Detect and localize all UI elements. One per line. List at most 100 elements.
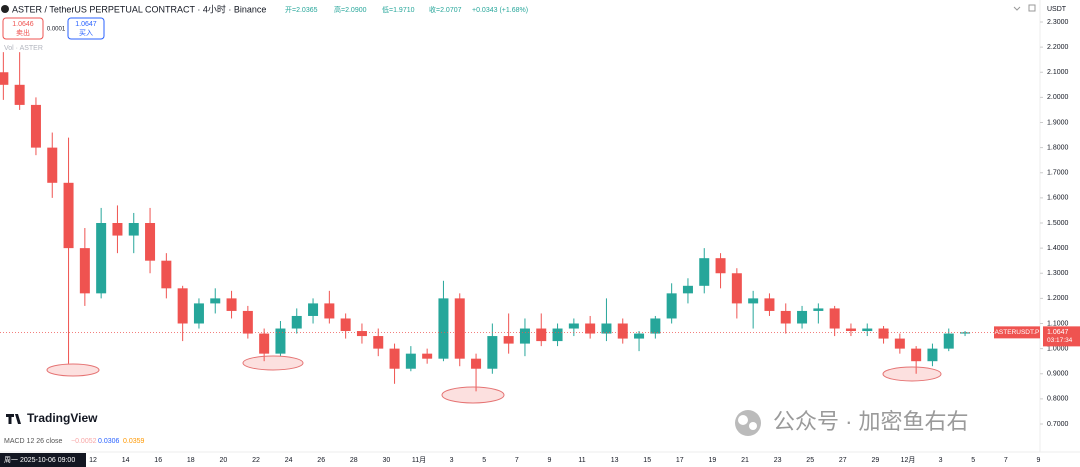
sell-label: 卖出 <box>16 28 30 37</box>
candle-body <box>960 332 971 334</box>
candle-body <box>30 104 41 148</box>
x-tick-label: 5 <box>482 457 486 464</box>
y-tick-label: 0.7000 <box>1047 421 1069 428</box>
logo-icon <box>6 414 21 424</box>
candle-body <box>471 358 482 369</box>
candle-body <box>340 318 351 332</box>
annotation-ellipse <box>441 386 505 404</box>
candle-body <box>536 328 547 342</box>
macd-signal: 0.0359 <box>123 438 145 445</box>
candle-body <box>845 328 856 332</box>
candle-body <box>503 336 514 344</box>
candle-body <box>519 328 530 344</box>
candle-body <box>927 348 938 362</box>
candle-body <box>96 223 107 294</box>
annotation-ellipse <box>46 363 100 377</box>
y-tick-label: 0.9000 <box>1047 371 1069 378</box>
candle-body <box>731 273 742 304</box>
buy-price: 1.0647 <box>75 21 97 28</box>
macd-histogram: −0.0052 <box>71 438 97 445</box>
buy-label: 买入 <box>79 29 93 37</box>
watermark-icon <box>735 410 761 436</box>
y-tick-label: 1.0000 <box>1047 345 1069 352</box>
candle-body <box>112 223 123 236</box>
sell-button[interactable] <box>2 17 44 40</box>
candle-body <box>862 328 873 332</box>
x-tick-label: 16 <box>154 457 162 464</box>
y-tick-label: 2.2000 <box>1047 44 1069 51</box>
symbol-title[interactable]: ASTER / TetherUS PERPETUAL CONTRACT · 4小… <box>12 3 266 14</box>
candle-body <box>748 298 759 304</box>
buy-button[interactable] <box>67 17 105 40</box>
x-tick-label: 12 <box>89 457 97 464</box>
maximize-icon[interactable] <box>1028 4 1036 12</box>
x-tick-label: 27 <box>839 457 847 464</box>
macd-label: MACD 12 26 close <box>4 438 62 445</box>
volume-label: Vol · ASTER <box>4 45 43 52</box>
symbol-label-box <box>994 326 1040 339</box>
candle-body <box>780 310 791 324</box>
candle-body <box>405 353 416 369</box>
candle-body <box>487 336 498 369</box>
x-tick-label: 21 <box>741 457 749 464</box>
candle-body <box>699 258 710 286</box>
x-tick-label: 18 <box>187 457 195 464</box>
candle-body <box>813 308 824 311</box>
candle-body <box>145 223 156 261</box>
last-price-label: 1.0647 <box>1047 329 1069 336</box>
candle-body <box>79 248 90 294</box>
x-tick-label: 20 <box>220 457 228 464</box>
currency[interactable]: USDT <box>1047 6 1067 13</box>
x-tick-label: 14 <box>122 457 130 464</box>
candle-body <box>894 338 905 349</box>
x-tick-label: 9 <box>547 457 551 464</box>
candle-body <box>797 310 808 324</box>
y-tick-label: 1.5000 <box>1047 220 1069 227</box>
y-tick-label: 1.6000 <box>1047 195 1069 202</box>
candle-body <box>829 308 840 329</box>
candle-body <box>943 333 954 349</box>
candle-body <box>422 353 433 359</box>
last-price-box <box>1043 326 1080 347</box>
x-tick-label: 11 <box>578 457 585 464</box>
watermark: 公众号 · 加密鱼右右 <box>773 409 969 434</box>
x-tick-label: 24 <box>285 457 293 464</box>
candle-body <box>682 285 693 294</box>
candle-body <box>210 298 221 304</box>
watermark-icon <box>738 415 748 425</box>
candle-body <box>715 258 726 274</box>
ohlc-low: 低=1.9710 <box>382 5 415 14</box>
y-tick-label: 1.8000 <box>1047 144 1069 151</box>
candle-body <box>177 288 188 324</box>
candle-body <box>878 328 889 339</box>
x-tick-label: 12月 <box>901 456 916 464</box>
y-tick-label: 1.1000 <box>1047 320 1069 327</box>
candle-body <box>63 182 74 249</box>
candle-body <box>324 303 335 319</box>
ohlc-open: 开=2.0365 <box>285 6 318 14</box>
y-tick-label: 2.3000 <box>1047 19 1069 26</box>
x-tick-label: 13 <box>611 457 619 464</box>
watermark-icon <box>749 422 757 430</box>
sell-price: 1.0646 <box>12 21 34 28</box>
candle-body <box>438 298 449 359</box>
y-tick-label: 1.4000 <box>1047 245 1069 252</box>
candle-body <box>259 333 270 354</box>
candle-body <box>356 331 367 337</box>
y-tick-label: 1.9000 <box>1047 119 1069 126</box>
candle-body <box>373 336 384 349</box>
candle-body <box>617 323 628 339</box>
candle-body <box>634 333 645 339</box>
candle-body <box>389 348 400 369</box>
annotation-ellipse <box>882 366 942 382</box>
candle-body <box>601 323 612 334</box>
ohlc-close: 收=2.0707 <box>429 5 462 14</box>
x-tick-label: 22 <box>252 457 260 464</box>
plot-area: 0.7000 0.8000 0.9000 1.0000 1.1000 1.2000 1.30… <box>0 19 1069 464</box>
collapse-icon[interactable] <box>1013 6 1021 11</box>
ohlc-high: 高=2.0900 <box>334 5 367 14</box>
macd-value: 0.0306 <box>98 438 120 445</box>
candle-body <box>128 223 139 236</box>
x-tick-label: 23 <box>774 457 782 464</box>
candle-body <box>291 315 302 329</box>
